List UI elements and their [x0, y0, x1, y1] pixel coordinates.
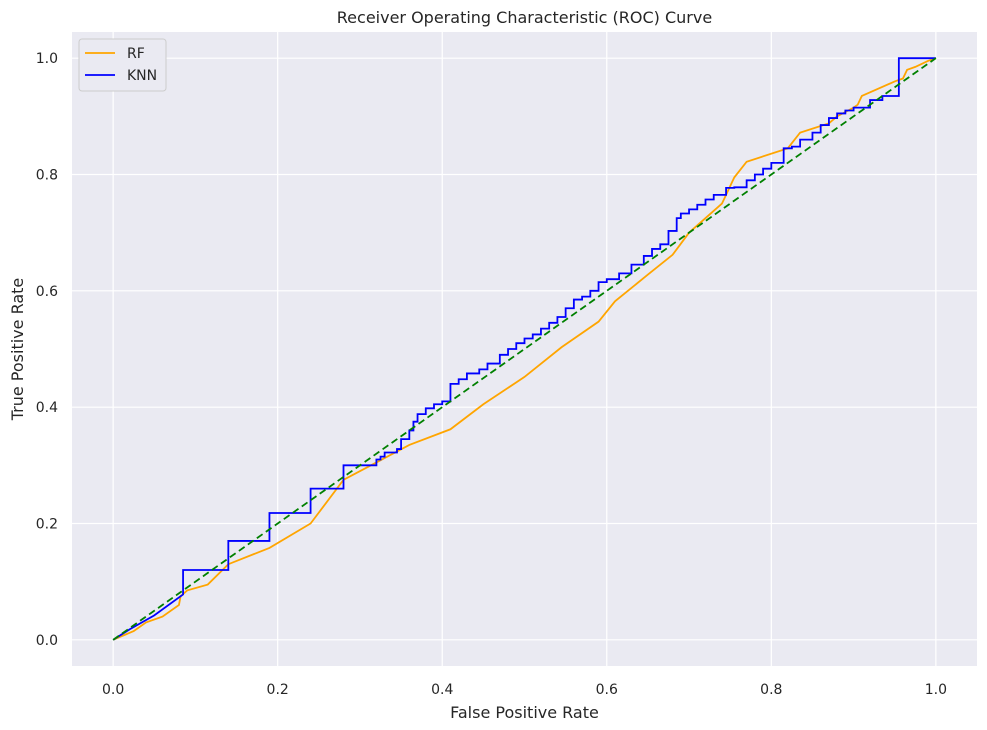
knn-curve [112, 57, 936, 641]
y-tick-label: 0.4 [36, 400, 58, 416]
y-tick-label: 0.8 [36, 168, 58, 184]
random-classifier-line [112, 57, 937, 641]
series-lines [112, 57, 937, 641]
x-tick-labels: 0.0 0.2 0.4 0.6 0.8 1.0 [102, 682, 947, 698]
x-axis-label: False Positive Rate [450, 703, 599, 722]
x-tick-label: 1.0 [925, 682, 947, 698]
y-tick-label: 0.0 [36, 633, 58, 649]
x-tick-label: 0.8 [760, 682, 782, 698]
y-tick-label: 1.0 [36, 51, 58, 67]
y-tick-label: 0.2 [36, 516, 58, 532]
chart-title: Receiver Operating Characteristic (ROC) … [337, 8, 712, 27]
legend-box [78, 38, 167, 92]
x-tick-label: 0.6 [596, 682, 618, 698]
legend-label-rf: RF [127, 46, 145, 62]
grid-lines [72, 32, 977, 666]
legend-label-knn: KNN [127, 68, 157, 84]
x-tick-label: 0.2 [267, 682, 289, 698]
legend: RF KNN [78, 38, 167, 92]
plot-area [72, 32, 977, 666]
x-tick-label: 0.4 [431, 682, 453, 698]
y-tick-label: 0.6 [36, 284, 58, 300]
y-axis-label: True Positive Rate [8, 278, 27, 422]
y-tick-labels: 0.0 0.2 0.4 0.6 0.8 1.0 [36, 51, 58, 649]
x-tick-label: 0.0 [102, 682, 124, 698]
